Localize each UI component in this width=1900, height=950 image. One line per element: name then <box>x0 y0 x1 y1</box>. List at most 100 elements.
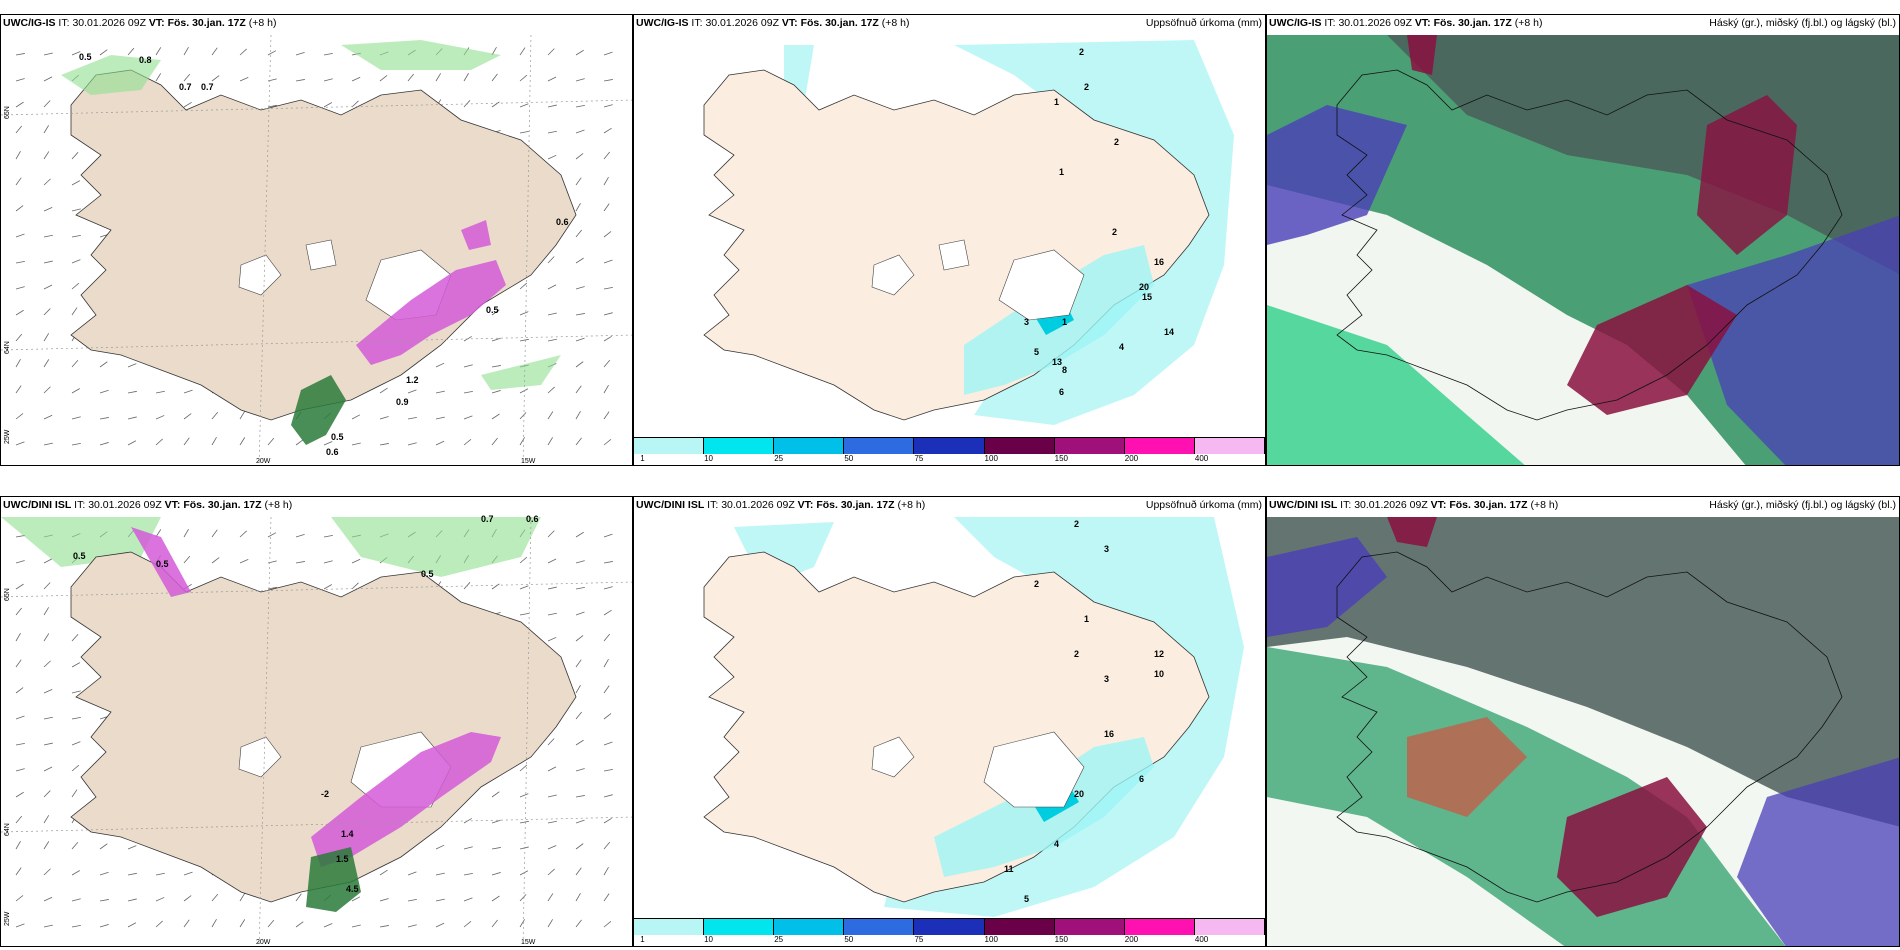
wind-barb <box>323 923 333 928</box>
lat-label: 25W <box>4 911 11 926</box>
wind-barb <box>603 411 610 420</box>
colorbar-tick: 100 <box>984 935 998 944</box>
vt-value: Fös. 30.jan. 17Z <box>183 499 262 511</box>
map-value-label: 0.5 <box>79 52 92 62</box>
wind-barb <box>155 920 163 928</box>
map-value-label: 3 <box>1024 317 1029 327</box>
wind-barb <box>603 659 609 668</box>
wind-barb <box>127 872 137 876</box>
iceland-landmass <box>70 551 577 903</box>
map-value-label: 1.5 <box>336 854 349 864</box>
map-value-label: 2 <box>1034 579 1039 589</box>
wind-barb <box>351 896 361 902</box>
wind-barb <box>603 79 613 82</box>
colorbar-tick: 50 <box>844 454 854 463</box>
wind-barb <box>435 416 445 420</box>
wind-barb <box>575 105 585 108</box>
wind-barb <box>211 919 217 928</box>
colorbar-box <box>984 438 1055 454</box>
wind-barb <box>15 413 24 420</box>
wind-barb <box>351 100 359 108</box>
wind-barb <box>267 104 277 108</box>
wind-barb <box>547 48 555 56</box>
map-value-label: 4 <box>1119 342 1124 352</box>
wind-barb <box>71 51 81 56</box>
wind-barb <box>491 847 501 850</box>
map-value-label: 3 <box>1104 544 1109 554</box>
glacier <box>238 254 282 296</box>
precip-light-green <box>331 517 541 577</box>
wind-barb <box>99 361 108 368</box>
wind-barb <box>183 529 189 538</box>
graticule <box>1 334 632 351</box>
colorbar-tick: 200 <box>1124 454 1139 463</box>
map-value-label: 0.6 <box>526 514 539 524</box>
wind-barb <box>15 151 21 160</box>
wind-barb <box>323 534 333 538</box>
lead-time: (+8 h) <box>264 499 293 511</box>
wind-barb <box>575 919 582 928</box>
wind-barb <box>239 437 246 446</box>
model-name: UWC/IG-IS <box>3 17 56 29</box>
wind-barb <box>491 101 500 108</box>
colorbar-box <box>774 919 845 935</box>
wind-barb <box>15 441 25 446</box>
wind-barb <box>491 872 501 876</box>
wind-barb <box>267 78 277 82</box>
wind-barb <box>575 531 584 538</box>
wind-barb <box>15 659 22 668</box>
it-value: 30.01.2026 09Z <box>1338 17 1412 29</box>
graticule <box>1 581 632 598</box>
colorbar-box <box>1124 438 1195 454</box>
map-value-label: 0.9 <box>396 397 409 407</box>
wind-barb <box>547 154 557 160</box>
colorbar-tick: 400 <box>1194 454 1209 463</box>
wind-barb <box>43 896 53 902</box>
map-value-label: 3 <box>1104 674 1109 684</box>
lat-label: 64N <box>4 341 11 354</box>
wind-barb <box>71 898 81 902</box>
wind-map-canvas: 65N 64N 25W 20W 15W 0.5 0.80.7 0.70.60.50.… <box>1 34 632 465</box>
wind-barb <box>519 311 529 316</box>
map-value-label: 4.5 <box>346 884 359 894</box>
colorbar-box <box>704 438 775 454</box>
wind-barb <box>603 359 611 368</box>
wind-barb <box>183 73 191 82</box>
cloud-map-canvas <box>1267 517 1899 946</box>
it-label: IT: <box>1340 499 1352 511</box>
panel-header: UWC/DINI ISL IT: 30.01.2026 09Z VT: Fös.… <box>636 499 925 511</box>
wind-barb <box>239 530 247 538</box>
wind-barb <box>155 897 165 902</box>
colorbar-box <box>1124 919 1195 935</box>
wind-barb <box>183 101 192 108</box>
wind-barb <box>575 313 585 316</box>
wind-barb <box>519 870 529 876</box>
wind-barb <box>351 558 361 564</box>
wind-barb <box>15 359 21 368</box>
graticule <box>258 516 272 946</box>
precip-light-green <box>481 355 561 390</box>
wind-barb <box>43 841 50 850</box>
wind-barb <box>15 715 25 720</box>
vt-label: VT: <box>164 499 181 511</box>
wind-barb <box>43 260 53 264</box>
glacier <box>983 731 1085 808</box>
wind-barb <box>519 74 528 82</box>
wind-barb <box>547 437 553 446</box>
map-value-label: 5 <box>1024 894 1029 904</box>
panel-header: UWC/IG-IS IT: 30.01.2026 09Z VT: Fös. 30… <box>3 17 276 29</box>
wind-barb <box>43 359 50 368</box>
it-label: IT: <box>691 17 703 29</box>
wind-barb <box>491 919 498 928</box>
wind-barb <box>379 869 388 876</box>
wind-barb <box>43 333 50 342</box>
map-cloud-dini: UWC/DINI ISL IT: 30.01.2026 09Z VT: Fös.… <box>1266 496 1900 947</box>
wind-barb <box>491 390 501 394</box>
colorbar-box <box>1054 438 1125 454</box>
value-labels-top: 0.5 0.8 0.7 0.7 0.6 0.5 0.9 1.2 0.5 0.6 <box>79 52 569 457</box>
panel-header: UWC/IG-IS IT: 30.01.2026 09Z VT: Fös. 30… <box>636 17 909 29</box>
wind-barb <box>183 895 192 902</box>
colorbar-tick: 1 <box>640 935 645 944</box>
wind-barb <box>43 308 51 316</box>
colorbar-tick: 100 <box>984 454 998 463</box>
